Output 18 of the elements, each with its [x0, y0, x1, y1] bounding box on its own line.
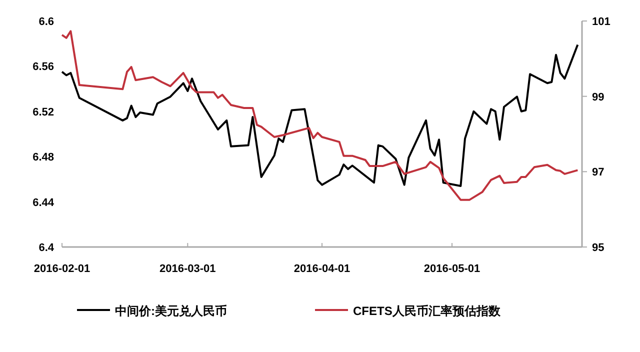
y2-tick-label: 99 — [592, 91, 604, 104]
x-tick-label: 2016-03-01 — [160, 263, 216, 275]
y-tick-label: 6.6 — [38, 16, 54, 28]
x-tick-label: 2016-02-01 — [34, 263, 90, 275]
y2-tick-label: 97 — [592, 166, 604, 179]
x-tick-label: 2016-04-01 — [294, 263, 350, 275]
y-tick-label: 6.4 — [38, 242, 55, 254]
legend-label: 中间价:美元兑人民币 — [115, 304, 227, 318]
y-tick-label: 6.44 — [32, 196, 55, 209]
x-tick-label: 2016-05-01 — [424, 263, 480, 275]
y2-tick-label: 101 — [592, 16, 610, 28]
y-tick-label: 6.52 — [32, 106, 54, 118]
y-tick-label: 6.56 — [32, 61, 54, 74]
line-series — [61, 44, 579, 187]
y-tick-label: 6.48 — [32, 152, 54, 164]
legend-label: CFETS人民币汇率预估指数 — [353, 304, 502, 318]
line-series — [61, 30, 579, 201]
y2-tick-label: 95 — [592, 242, 604, 254]
